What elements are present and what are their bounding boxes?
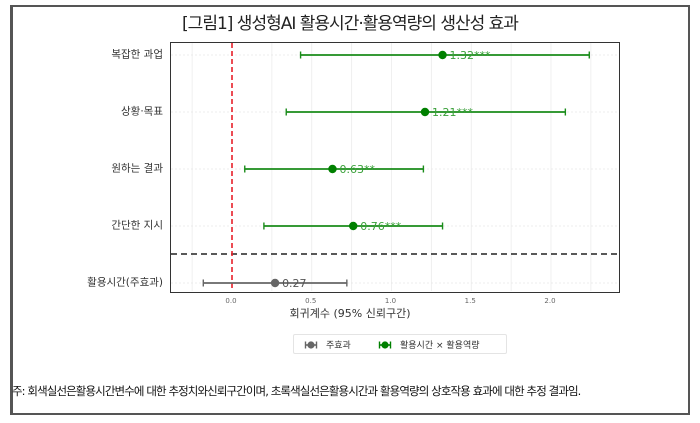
forest-plot: 1.32*** 1.21*** 0.63** 0.76*** 0.27 (171, 43, 618, 291)
y-axis-label: 복잡한 과업 (111, 48, 163, 61)
estimate-label: 0.76*** (360, 220, 401, 233)
x-tick-label: 1.5 (464, 297, 476, 305)
estimate-point (349, 221, 358, 231)
legend-label-main-effect: 주효과 (326, 341, 351, 351)
estimate-point (270, 278, 280, 288)
figure-title: [그림1] 생성형AI 활용시간·활용역량의 생산성 효과 (182, 14, 519, 34)
estimate-point (328, 164, 337, 174)
x-tick-label: 0.0 (225, 297, 237, 305)
x-tick-label: 0.5 (305, 297, 317, 305)
y-axis-label: 상황·목표 (121, 105, 163, 118)
legend-item-interaction: 활용시간 × 활용역량 (378, 338, 480, 351)
estimate-label: 0.27 (282, 277, 307, 290)
x-tick-label: 1.0 (384, 297, 397, 305)
estimate-point (420, 107, 430, 117)
gray-point-range-icon (304, 340, 318, 349)
y-axis-label: 간단한 지시 (111, 219, 163, 232)
x-tick-label: 2.0 (544, 297, 556, 305)
green-point-range-icon (378, 340, 392, 349)
plot-panel: 1.32*** 1.21*** 0.63** 0.76*** 0.27 (170, 42, 620, 293)
x-axis-label: 회귀계수 (95% 신뢰구간) (289, 307, 411, 320)
legend-label-interaction: 활용시간 × 활용역량 (400, 341, 480, 351)
figure-note: 주: 회색실선은활용시간변수에 대한 추정치와신뢰구간이며, 초록색실선은활용시… (12, 384, 581, 398)
estimate-label: 1.21*** (432, 106, 473, 119)
y-axis-label: 활용시간(주효과) (87, 276, 163, 289)
legend: 주효과 활용시간 × 활용역량 (293, 334, 507, 354)
y-axis-label: 원하는 결과 (111, 162, 163, 175)
legend-item-main-effect: 주효과 (304, 338, 351, 351)
estimate-point (438, 50, 447, 60)
estimate-label: 0.63** (339, 163, 375, 176)
estimate-label: 1.32*** (450, 49, 491, 62)
